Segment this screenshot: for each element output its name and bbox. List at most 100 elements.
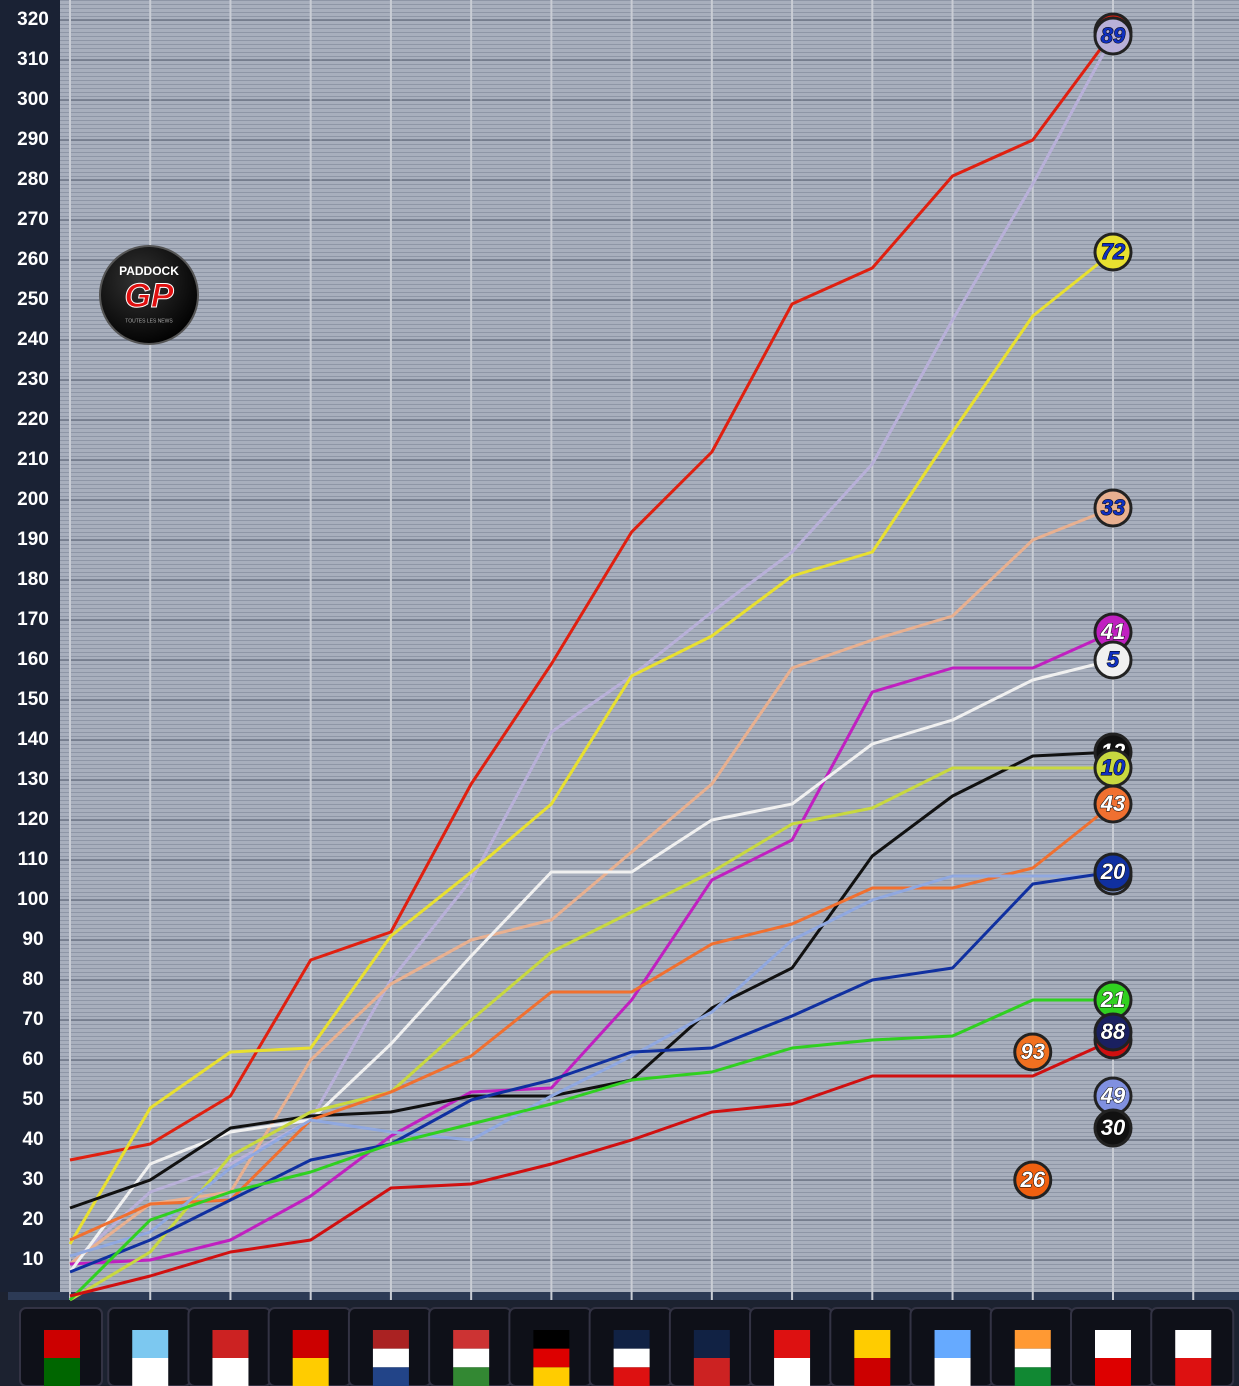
flag-stripe — [533, 1330, 570, 1349]
flag-stripe — [453, 1367, 490, 1386]
y-tick-label: 120 — [17, 809, 49, 830]
y-tick-label: 310 — [17, 49, 49, 70]
flag-stripe — [1095, 1358, 1131, 1386]
y-tick-label: 200 — [17, 489, 49, 510]
rider-badge — [1013, 1032, 1053, 1072]
logo-mark: GP — [124, 277, 173, 315]
flag-stripe — [132, 1358, 169, 1386]
series-line — [69, 1038, 1114, 1298]
y-tick-label: 180 — [17, 569, 49, 590]
band-edge — [8, 1292, 1239, 1300]
y-tick-label: 210 — [17, 449, 49, 470]
legend-label: 5 — [1107, 647, 1120, 672]
legend-label: 43 — [1100, 791, 1125, 816]
y-tick-label: 80 — [22, 969, 43, 990]
y-tick-label: 110 — [18, 849, 49, 870]
flag-stripe — [1014, 1348, 1051, 1368]
legend-label: 33 — [1101, 495, 1125, 520]
flag-stripe — [613, 1367, 650, 1386]
flag-stripe — [453, 1330, 490, 1349]
flag-stripe — [934, 1330, 971, 1358]
flag-stripe — [1095, 1330, 1131, 1358]
series-line — [69, 870, 1114, 1274]
legend-label: 10 — [1101, 755, 1126, 780]
legend-label: 93 — [1021, 1039, 1045, 1064]
rider-badge — [1093, 16, 1133, 56]
y-tick-label: 160 — [17, 649, 49, 670]
flag-stripe — [44, 1330, 80, 1358]
legend-label: 72 — [1101, 239, 1126, 264]
y-tick-label: 240 — [17, 329, 49, 350]
y-tick-label: 300 — [17, 89, 49, 110]
y-tick-label: 230 — [17, 369, 49, 390]
flag-stripe — [1175, 1330, 1212, 1358]
y-tick-label: 260 — [17, 249, 49, 270]
plot-background — [60, 0, 1239, 1300]
flag-stripe — [854, 1330, 891, 1358]
rider-badge — [1093, 640, 1133, 680]
series-line — [68, 998, 1113, 1302]
flag-stripe — [613, 1348, 650, 1368]
y-tick-label: 170 — [17, 609, 49, 630]
logo-title: PADDOCK — [119, 264, 179, 278]
y-axis-panel — [0, 0, 60, 1300]
y-tick-label: 290 — [17, 129, 49, 150]
legend-label: 26 — [1020, 1167, 1046, 1192]
y-tick-label: 70 — [22, 1009, 43, 1030]
legend-label: 49 — [1100, 1083, 1126, 1108]
logo-tagline: TOUTES LES NEWS — [125, 318, 173, 324]
flag-stripe — [774, 1358, 811, 1386]
rider-badge — [1093, 1108, 1133, 1148]
flag-stripe — [693, 1330, 730, 1358]
series-line — [69, 31, 1115, 1162]
legend-label: 88 — [1101, 1019, 1126, 1044]
y-tick-label: 10 — [22, 1249, 43, 1270]
flag-stripe — [44, 1358, 80, 1386]
y-tick-label: 250 — [17, 289, 49, 310]
y-tick-label: 40 — [22, 1129, 43, 1150]
flag-stripe — [372, 1348, 409, 1368]
rider-badge — [1093, 488, 1133, 528]
rider-badge — [1093, 232, 1133, 272]
y-tick-label: 190 — [17, 529, 49, 550]
flag-stripe — [372, 1367, 409, 1386]
series-line — [69, 506, 1114, 1266]
y-tick-label: 280 — [17, 169, 49, 190]
y-tick-label: 90 — [22, 929, 43, 950]
badges: 63897233415121043732021379388493026 — [1013, 12, 1133, 1200]
flag-stripe — [533, 1348, 570, 1368]
series-line — [68, 35, 1115, 1266]
flag-stripe — [1175, 1358, 1212, 1386]
legend-label: 20 — [1100, 859, 1126, 884]
y-tick-label: 100 — [17, 889, 49, 910]
y-tick-label: 270 — [17, 209, 49, 230]
y-tick-label: 140 — [17, 729, 49, 750]
flag-stripe — [613, 1330, 650, 1349]
series-line — [69, 750, 1114, 1210]
lines — [68, 31, 1115, 1302]
rider-badge — [1093, 1012, 1133, 1052]
logo-disc — [99, 245, 199, 345]
flag-stripe — [453, 1348, 490, 1368]
series-line — [69, 766, 1113, 1302]
flag-stripe — [533, 1367, 570, 1386]
flag-stripe — [934, 1358, 971, 1386]
y-tick-label: 130 — [17, 769, 49, 790]
legend-label: 30 — [1101, 1115, 1126, 1140]
rider-badge — [1093, 852, 1133, 892]
logo: PADDOCK GP TOUTES LES NEWS — [99, 245, 199, 345]
series-line — [68, 658, 1114, 1273]
rider-badge — [1093, 784, 1133, 824]
legend-label: 89 — [1101, 23, 1126, 48]
flag-stripe — [854, 1358, 891, 1386]
series-line — [68, 250, 1114, 1245]
y-tick-label: 150 — [17, 689, 49, 710]
legend-label: 21 — [1100, 987, 1125, 1012]
y-tick-label: 20 — [22, 1209, 43, 1230]
y-tick-label: 320 — [17, 9, 49, 30]
y-tick-label: 60 — [22, 1049, 43, 1070]
rider-badge — [1013, 1160, 1053, 1200]
flag-stripe — [292, 1330, 329, 1358]
flag-stripe — [693, 1358, 730, 1386]
